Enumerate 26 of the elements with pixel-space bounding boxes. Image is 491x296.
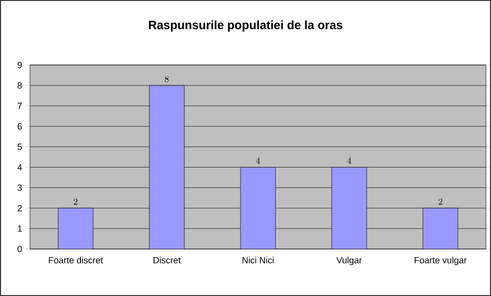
bar xyxy=(332,167,367,249)
x-tick-label: Nici Nici xyxy=(242,256,274,264)
y-tick-label: 1 xyxy=(18,225,22,232)
bar xyxy=(58,208,94,249)
y-tick-label: 0 xyxy=(18,246,22,252)
y-tick-label: 8 xyxy=(18,82,22,89)
bar xyxy=(422,208,458,249)
y-tick-label: 2 xyxy=(18,204,22,212)
bar xyxy=(149,85,184,249)
x-tick-label: Foarte vulgar xyxy=(414,256,467,266)
bar xyxy=(240,167,276,249)
y-tick-label: 3 xyxy=(18,184,22,191)
y-tick-label: 4 xyxy=(17,164,22,170)
x-tick-label: Vulgar xyxy=(336,256,362,266)
data-label: 4 xyxy=(347,158,352,164)
x-tick-label: Foarte discret xyxy=(48,256,103,264)
data-label: 2 xyxy=(438,198,442,205)
y-tick-label: 6 xyxy=(18,123,22,130)
y-tick-label: 9 xyxy=(18,62,22,68)
data-label: 2 xyxy=(74,198,78,205)
data-label: 4 xyxy=(256,158,260,164)
data-label: 8 xyxy=(164,76,169,82)
y-tick-label: 7 xyxy=(18,102,22,109)
x-tick-label: Discret xyxy=(154,256,181,264)
y-tick-label: 5 xyxy=(18,144,22,150)
chart-title: Raspunsurile populatiei de la oras xyxy=(148,20,342,32)
